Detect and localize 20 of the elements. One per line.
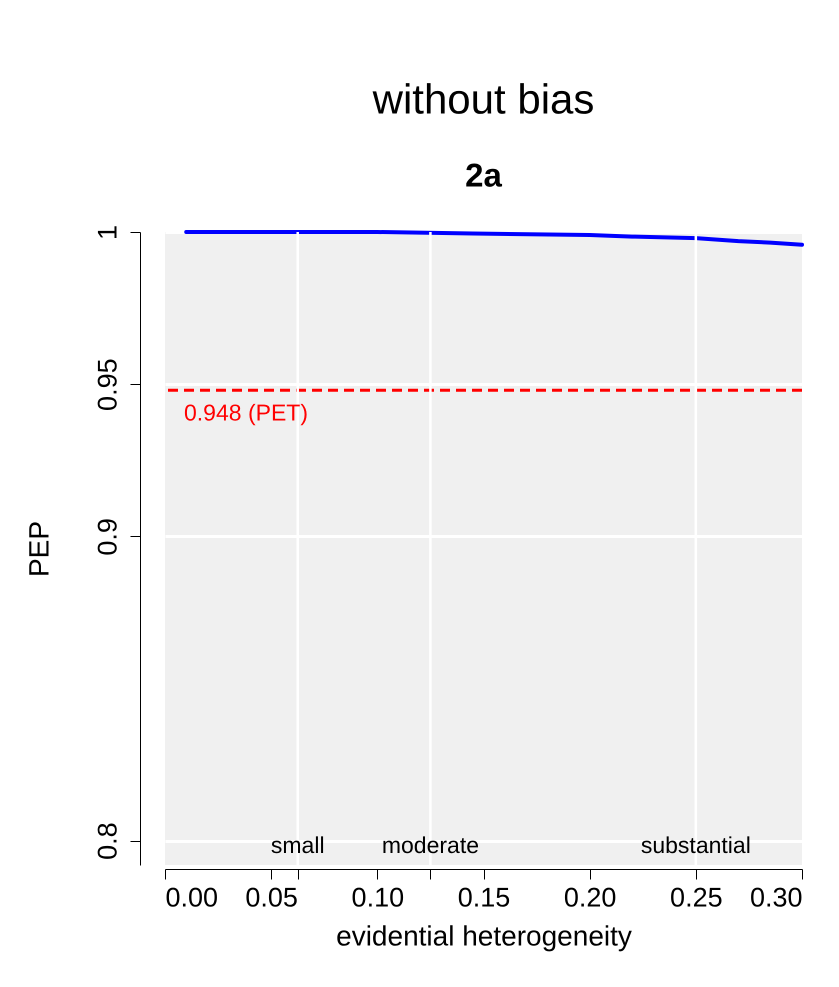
x-tick-label: 0.10 [352,882,404,912]
x-tick-label: 0.25 [670,882,723,912]
y-tick-label: 0.8 [92,822,122,860]
y-tick-label: 0.9 [92,518,122,556]
x-tick-label: 0.30 [750,882,802,912]
ref-line-label: substantial [640,832,751,858]
ref-line-label: small [270,832,325,858]
x-tick-label: 0.00 [166,882,218,912]
x-tick-label: 0.20 [564,882,616,912]
x-tick-label: 0.05 [245,882,298,912]
x-tick-label: 0.15 [458,882,510,912]
ref-line-label: moderate [382,832,480,858]
line-series [184,230,804,247]
ref-line-label: 0.948 (PET) [184,399,308,426]
chart-subtitle: 2a [465,156,502,194]
y-axis-title: PEP [24,520,54,578]
x-axis-title: evidential heterogeneity [336,920,632,952]
y-tick-label: 1 [92,224,122,240]
y-tick-label: 0.95 [92,358,122,411]
chart-title: without bias [372,75,594,122]
